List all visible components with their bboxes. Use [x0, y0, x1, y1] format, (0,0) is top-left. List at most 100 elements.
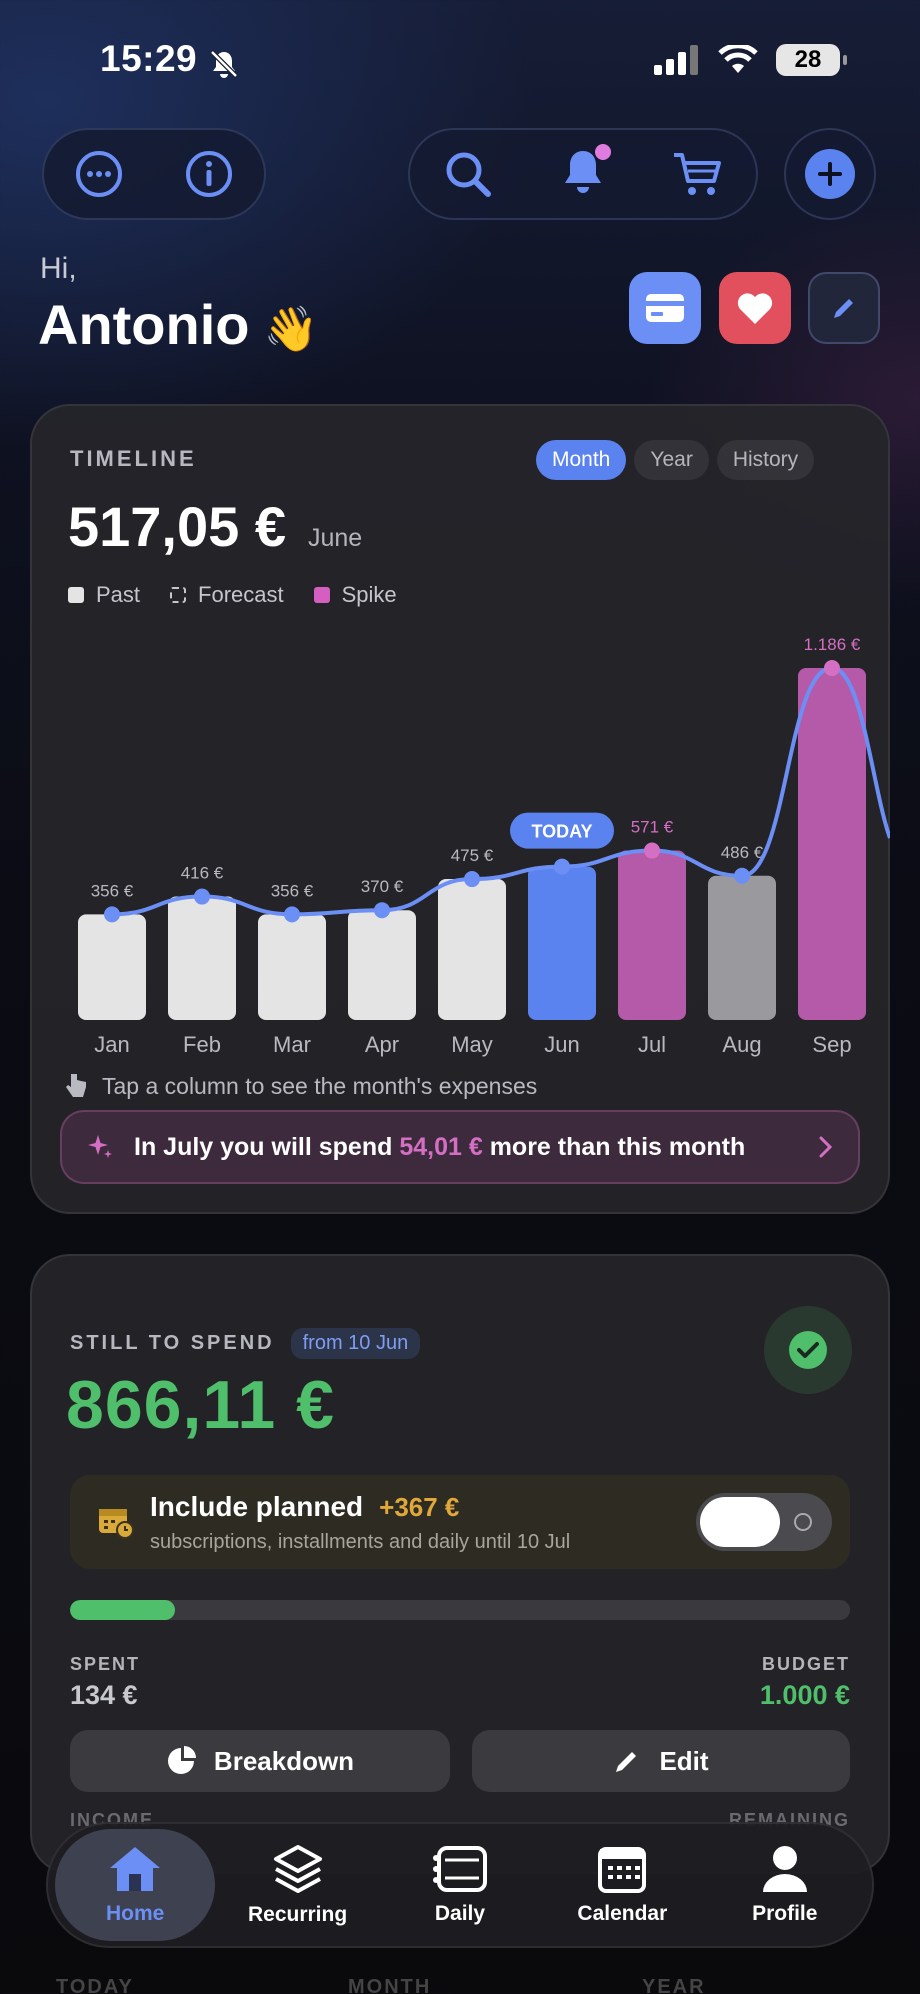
bar-jun[interactable] [528, 866, 596, 1020]
tab-daily[interactable]: Daily [380, 1829, 540, 1941]
pie-chart-icon [167, 1746, 196, 1774]
edit-label: Edit [659, 1745, 709, 1776]
include-planned-row: Include planned +367 € subscriptions, in… [70, 1475, 850, 1569]
trend-line [111, 666, 890, 917]
tab-daily-label: Daily [434, 1902, 486, 1925]
point-apr [374, 902, 390, 919]
greeting-hi: Hi, [40, 252, 77, 285]
edit-budget-button[interactable]: Edit [472, 1730, 850, 1792]
heart-icon [737, 293, 773, 324]
layers-icon [273, 1845, 322, 1893]
search-icon [446, 152, 491, 197]
point-aug [734, 867, 750, 884]
wifi-icon [718, 45, 758, 73]
value-label-may: 475 € [451, 846, 494, 865]
timeline-total: 517,05 € June [68, 494, 362, 559]
insight-banner[interactable]: In July you will spend 54,01 € more than… [60, 1110, 860, 1184]
tab-month[interactable]: Month [536, 440, 627, 480]
from-date-badge: from 10 Jun [290, 1328, 421, 1359]
timeline-amount: 517,05 € [68, 495, 286, 558]
tab-recurring[interactable]: Recurring [218, 1829, 378, 1941]
user-name: Antonio [38, 293, 250, 356]
info-icon [186, 151, 232, 197]
bar-mar[interactable] [258, 914, 326, 1020]
planned-amount: +367 € [379, 1492, 460, 1522]
still-to-spend-amount: 866,11 € [66, 1367, 335, 1443]
tab-bar: Home Recurring Daily Calendar [46, 1822, 874, 1948]
favorites-button[interactable] [719, 272, 791, 344]
calendar-clock-icon [99, 1509, 134, 1539]
chart-legend: Past Forecast Spike [68, 582, 397, 608]
add-button[interactable] [784, 128, 876, 220]
timeline-range-tabs: Month Year History [536, 440, 815, 480]
info-button[interactable] [179, 144, 239, 204]
tab-calendar[interactable]: Calendar [542, 1829, 702, 1941]
chart-hint: Tap a column to see the month's expenses [64, 1072, 537, 1100]
bar-may[interactable] [438, 879, 506, 1020]
battery-indicator: 28 [776, 44, 847, 76]
tab-history[interactable]: History [716, 440, 815, 480]
budget-status-badge [764, 1306, 852, 1394]
today-label: TODAY [531, 822, 592, 842]
include-planned-toggle[interactable] [696, 1493, 832, 1551]
check-icon [789, 1331, 827, 1369]
bar-jul[interactable] [618, 850, 686, 1020]
legend-spike: Spike [313, 582, 397, 608]
bell-icon [564, 151, 601, 193]
tab-calendar-label: Calendar [577, 1902, 668, 1925]
still-to-spend-label: STILL TO SPEND [70, 1332, 275, 1354]
pencil-icon [616, 1752, 637, 1772]
left-pill [42, 128, 266, 220]
today-badge: TODAY [510, 812, 614, 849]
bar-jan[interactable] [78, 914, 146, 1020]
tick-label-feb: Feb [183, 1032, 221, 1057]
bar-apr[interactable] [348, 910, 416, 1020]
include-planned-title-row: Include planned +367 € [150, 1491, 459, 1523]
point-feb [194, 888, 210, 905]
plus-icon [805, 149, 855, 199]
tab-home-label: Home [106, 1902, 165, 1925]
tab-year[interactable]: Year [634, 440, 709, 480]
timeline-card [30, 404, 890, 1214]
budget-value: 1.000 € [759, 1680, 850, 1710]
chart-hint-text: Tap a column to see the month's expenses [102, 1072, 538, 1099]
tick-label-sep: Sep [812, 1032, 851, 1057]
point-jul [644, 842, 660, 859]
legend-past: Past [68, 582, 140, 608]
point-jan [104, 906, 120, 923]
point-may [464, 871, 480, 888]
bar-sep[interactable] [798, 668, 866, 1020]
daily-icon [432, 1846, 487, 1892]
chevron-right-icon [819, 1136, 833, 1158]
still-to-spend-header: STILL TO SPEND from 10 Jun [70, 1328, 421, 1359]
tick-label-mar: Mar [273, 1032, 311, 1057]
budget-label: BUDGET [762, 1654, 850, 1674]
budget-progress-fill [70, 1600, 175, 1620]
tab-recurring-label: Recurring [247, 1903, 348, 1926]
greeting-name: Antonio 👋 [38, 292, 318, 357]
more-button[interactable] [69, 144, 129, 204]
budget-progress-bar [70, 1600, 850, 1620]
cards-button[interactable] [629, 272, 701, 344]
profile-icon [762, 1846, 807, 1892]
cart-icon [674, 153, 722, 195]
timeline-month: June [307, 524, 363, 552]
bar-feb[interactable] [168, 896, 236, 1020]
notifications-button[interactable] [553, 144, 613, 204]
tab-profile-label: Profile [752, 1902, 818, 1925]
tab-home[interactable]: Home [55, 1829, 216, 1941]
point-jun [554, 858, 570, 875]
wave-emoji: 👋 [263, 305, 319, 354]
tab-profile[interactable]: Profile [705, 1829, 865, 1941]
breakdown-button[interactable]: Breakdown [70, 1730, 450, 1792]
search-button[interactable] [438, 144, 498, 204]
value-label-jul: 571 € [631, 818, 674, 837]
signal-icon [654, 45, 698, 75]
bell-off-icon [210, 50, 238, 78]
edit-profile-button[interactable] [808, 272, 880, 344]
calendar-icon [598, 1847, 647, 1893]
cart-button[interactable] [668, 144, 728, 204]
tick-label-apr: Apr [365, 1032, 399, 1057]
insight-amount: 54,01 € [399, 1132, 483, 1161]
bar-aug[interactable] [708, 875, 776, 1020]
